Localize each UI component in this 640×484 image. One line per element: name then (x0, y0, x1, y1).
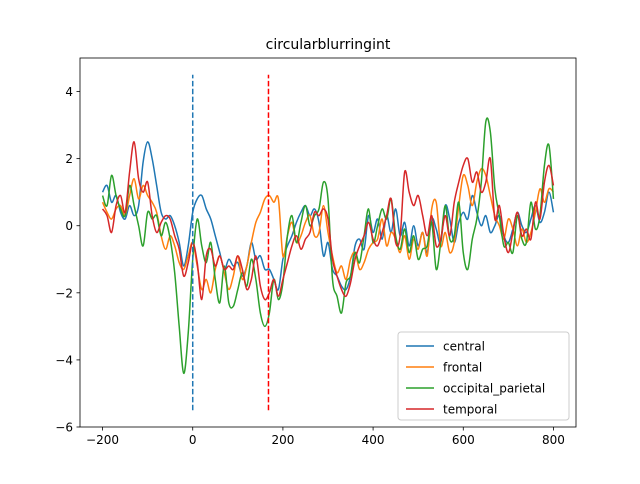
axes-frame (79, 57, 577, 428)
y-tick-label: 2 (65, 152, 73, 166)
y-tick-label: 4 (65, 85, 73, 99)
y-tick-label: −6 (55, 421, 73, 435)
x-tick-label: 800 (542, 433, 565, 447)
legend-label: temporal (443, 403, 497, 417)
series-line-temporal (101, 141, 555, 301)
chart-title: circularblurringint (266, 37, 391, 53)
series-line-central (101, 141, 555, 291)
event-markers (191, 74, 270, 411)
x-tick-label: 0 (189, 433, 197, 447)
legend-label: occipital_parietal (443, 382, 545, 396)
x-tick-label: 600 (452, 433, 475, 447)
y-tick-label: −2 (55, 286, 73, 300)
x-tick-label: 200 (271, 433, 294, 447)
y-tick-label: 0 (65, 219, 73, 233)
x-tick-label: 400 (362, 433, 385, 447)
legend-label: frontal (443, 361, 482, 375)
x-tick-label: −200 (86, 433, 119, 447)
legend: central frontal occipital_parietal temporal (397, 331, 570, 421)
plot-series-group (101, 117, 555, 375)
legend-box (397, 331, 570, 421)
series-line-occipital_parietal (101, 117, 555, 375)
y-tick-label: −4 (55, 353, 73, 367)
legend-label: central (443, 340, 485, 354)
axes: −200 0 200 400 600 800 −6 −4 −2 0 2 4 (55, 57, 577, 447)
